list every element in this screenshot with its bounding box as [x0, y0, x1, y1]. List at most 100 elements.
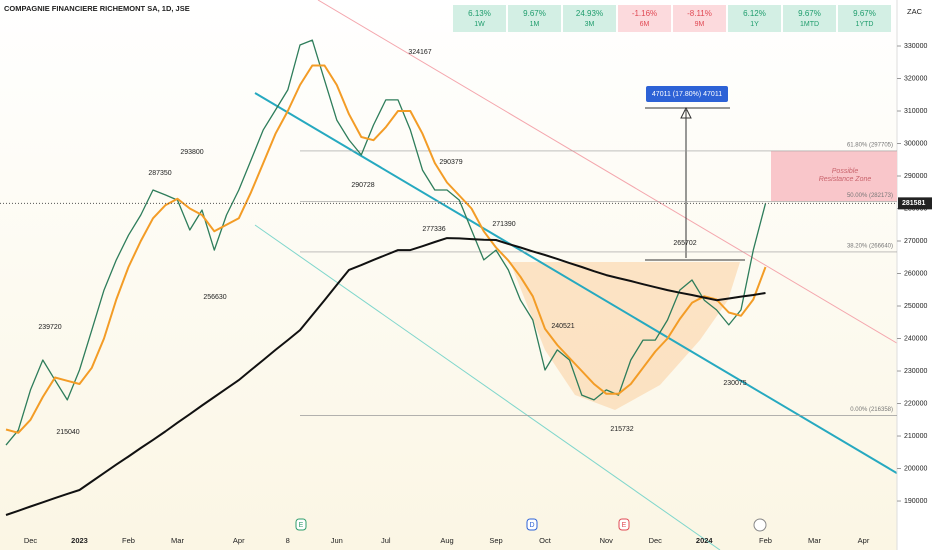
x-tick-label: Feb [759, 536, 772, 545]
event-label: E [299, 522, 304, 529]
perf-box [673, 5, 726, 32]
x-tick-label: Feb [122, 536, 135, 545]
perf-box [728, 5, 781, 32]
event-label: E [622, 522, 627, 529]
pivot-label: 290379 [439, 159, 462, 166]
fib-label: 50.00% (282173) [847, 193, 893, 199]
perf-box [838, 5, 891, 32]
pivot-label: 215732 [610, 426, 633, 433]
perf-box [508, 5, 561, 32]
perf-box [563, 5, 616, 32]
perf-period: 1W [474, 21, 485, 28]
perf-value: -1.16% [632, 9, 657, 18]
resistance-zone [771, 150, 897, 202]
pivot-label: 290728 [351, 182, 374, 189]
y-tick-label: 330000 [904, 43, 927, 50]
perf-period: 6M [640, 21, 650, 28]
x-tick-label: Mar [171, 536, 184, 545]
y-tick-label: 240000 [904, 335, 927, 342]
y-tick-label: 290000 [904, 173, 927, 180]
pivot-label: 265702 [673, 240, 696, 247]
pivot-label: 240521 [551, 323, 574, 330]
y-tick-label: 260000 [904, 270, 927, 277]
channel-upper [317, 0, 901, 346]
perf-box [618, 5, 671, 32]
perf-period: 1YTD [856, 21, 874, 28]
x-tick-label: Mar [808, 536, 821, 545]
fib-label: 0.00% (216358) [850, 407, 893, 413]
y-tick-label: 220000 [904, 400, 927, 407]
perf-period: 1MTD [800, 21, 819, 28]
perf-period: 9M [695, 21, 705, 28]
plot-background [0, 0, 897, 550]
measure-label: 47011 (17.80%) 47011 [652, 91, 722, 98]
y-tick-label: 250000 [904, 303, 927, 310]
channel-lower [254, 224, 721, 550]
series-line [5, 64, 767, 434]
pivot-label: 287350 [148, 170, 171, 177]
x-tick-label: Apr [858, 536, 870, 545]
event-label: D [529, 522, 534, 529]
pivot-label: 293800 [180, 149, 203, 156]
perf-value: -8.11% [687, 9, 712, 18]
series-line [5, 237, 766, 516]
perf-period: 1M [530, 21, 540, 28]
measure-box [646, 86, 728, 102]
x-tick-label: Dec [24, 536, 38, 545]
perf-box [783, 5, 836, 32]
currency-label: ZAC [907, 7, 923, 16]
chart-title: COMPAGNIE FINANCIERE RICHEMONT SA, 1D, J… [4, 4, 190, 13]
x-tick-label: Jun [331, 536, 343, 545]
x-tick-label: 2023 [71, 536, 88, 545]
fib-label: 61.80% (297705) [847, 143, 893, 149]
x-tick-label: Oct [539, 536, 552, 545]
y-tick-label: 300000 [904, 140, 927, 147]
perf-value: 9.67% [798, 9, 821, 18]
y-tick-label: 310000 [904, 108, 927, 115]
x-tick-label: 2024 [696, 536, 714, 545]
y-axis-panel [897, 0, 932, 550]
perf-value: 9.67% [523, 9, 546, 18]
perf-period: 3M [585, 21, 595, 28]
x-tick-label: Nov [600, 536, 614, 545]
resistance-label: Resistance Zone [819, 176, 872, 183]
x-tick-label: 8 [286, 536, 290, 545]
perf-value: 6.12% [743, 9, 766, 18]
y-tick-label: 210000 [904, 433, 927, 440]
channel-mid [254, 92, 901, 476]
last-price-label: 281581 [902, 200, 925, 207]
fib-label: 38.20% (266640) [847, 244, 893, 250]
pivot-label: 239720 [38, 324, 61, 331]
resistance-label: Possible [832, 168, 859, 175]
pivot-label: 277336 [422, 226, 445, 233]
event-icon [295, 518, 307, 531]
y-tick-label: 230000 [904, 368, 927, 375]
perf-box [453, 5, 506, 32]
measure-arrow [680, 106, 692, 119]
event-icon [753, 518, 767, 532]
x-tick-label: Dec [649, 536, 663, 545]
pivot-label: 271390 [492, 221, 515, 228]
cup-shape [510, 262, 740, 410]
pivot-label: 324167 [408, 49, 431, 56]
perf-period: 1Y [750, 21, 759, 28]
event-icon [618, 518, 630, 531]
pivot-label: 230075 [723, 380, 746, 387]
perf-value: 24.93% [576, 9, 603, 18]
pivot-label: 256630 [203, 294, 226, 301]
x-tick-label: Aug [440, 536, 453, 545]
last-price-box [898, 197, 932, 210]
perf-value: 6.13% [468, 9, 491, 18]
perf-value: 9.67% [853, 9, 876, 18]
event-icon [526, 518, 538, 531]
y-tick-label: 190000 [904, 498, 927, 505]
y-tick-label: 200000 [904, 465, 927, 472]
series-line [5, 39, 767, 446]
x-tick-label: Sep [489, 536, 502, 545]
y-tick-label: 270000 [904, 238, 927, 245]
pivot-label: 215040 [56, 429, 79, 436]
y-tick-label: 320000 [904, 75, 927, 82]
x-tick-label: Jul [381, 536, 391, 545]
x-tick-label: Apr [233, 536, 245, 545]
